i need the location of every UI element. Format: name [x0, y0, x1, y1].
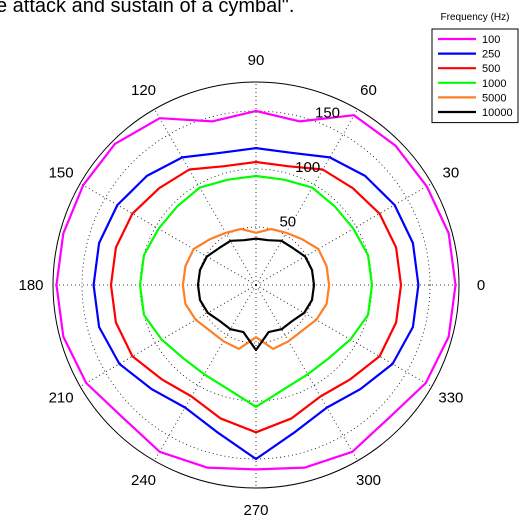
- legend: Frequency (Hz) 100 250 500 1000 5000 10000: [431, 12, 519, 124]
- grid-spoke-30: [255, 183, 432, 286]
- grid-spoke-210: [79, 284, 257, 387]
- angle-tick-label-180: 180: [18, 277, 43, 294]
- radial-tick-label-150: 150: [315, 105, 340, 122]
- polar-grid: [52, 81, 460, 489]
- legend-box: [431, 28, 519, 124]
- series-line-1000: [138, 174, 374, 408]
- series-lines: [55, 109, 457, 471]
- angle-tick-label-330: 330: [438, 390, 463, 407]
- grid-spoke-240: [154, 284, 257, 461]
- angle-tick-label-150: 150: [49, 165, 74, 182]
- polar-boundary: [52, 81, 460, 489]
- angle-tick-label-90: 90: [248, 52, 265, 69]
- legend-label-500: 500: [482, 63, 500, 75]
- series-line-5000: [181, 227, 331, 350]
- angle-tick-label-300: 300: [356, 472, 381, 489]
- grid-spoke-300: [255, 284, 358, 461]
- angle-tick-label-270: 270: [243, 502, 268, 519]
- angle-tick-label-60: 60: [360, 82, 377, 99]
- radial-tick-label-50: 50: [279, 214, 296, 231]
- legend-label-100: 100: [482, 34, 500, 46]
- angle-tick-label-210: 210: [49, 390, 74, 407]
- series-line-500: [109, 160, 403, 434]
- angle-tick-label-30: 30: [443, 165, 460, 182]
- angle-tick-label-120: 120: [131, 82, 156, 99]
- axis-labels: 0 30 60 90 120 150 180 210 240 270 300 330 50 100 150: [18, 52, 485, 519]
- angle-tick-label-0: 0: [477, 277, 485, 294]
- series-line-10000: [196, 237, 316, 352]
- grid-ring-150: [81, 110, 431, 460]
- angle-tick-label-240: 240: [131, 472, 156, 489]
- legend-label-1000: 1000: [482, 78, 506, 90]
- chart-title: e attack and sustain of a cymbal".: [0, 0, 295, 17]
- legend-label-10000: 10000: [482, 107, 513, 119]
- grid-spoke-330: [255, 284, 432, 387]
- legend-title: Frequency (Hz): [441, 12, 510, 23]
- series-line-100: [55, 109, 457, 471]
- radial-tick-label-100: 100: [295, 159, 320, 176]
- grid-spoke-150: [79, 183, 257, 286]
- legend-label-5000: 5000: [482, 92, 506, 104]
- series-line-250: [92, 147, 420, 461]
- legend-label-250: 250: [482, 49, 500, 61]
